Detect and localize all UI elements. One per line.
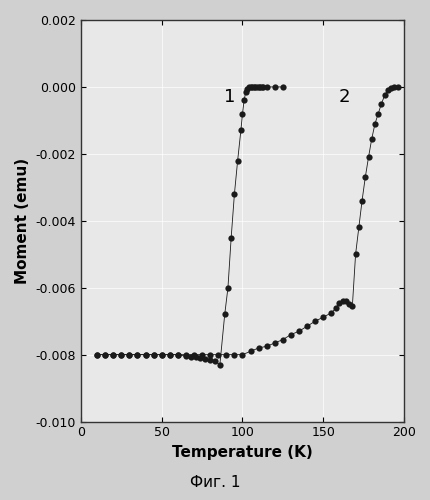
Y-axis label: Moment (emu): Moment (emu) [15,158,30,284]
Text: 1: 1 [223,88,235,106]
Text: 2: 2 [338,88,349,106]
Text: Фиг. 1: Фиг. 1 [190,475,240,490]
X-axis label: Temperature (K): Temperature (K) [172,445,312,460]
